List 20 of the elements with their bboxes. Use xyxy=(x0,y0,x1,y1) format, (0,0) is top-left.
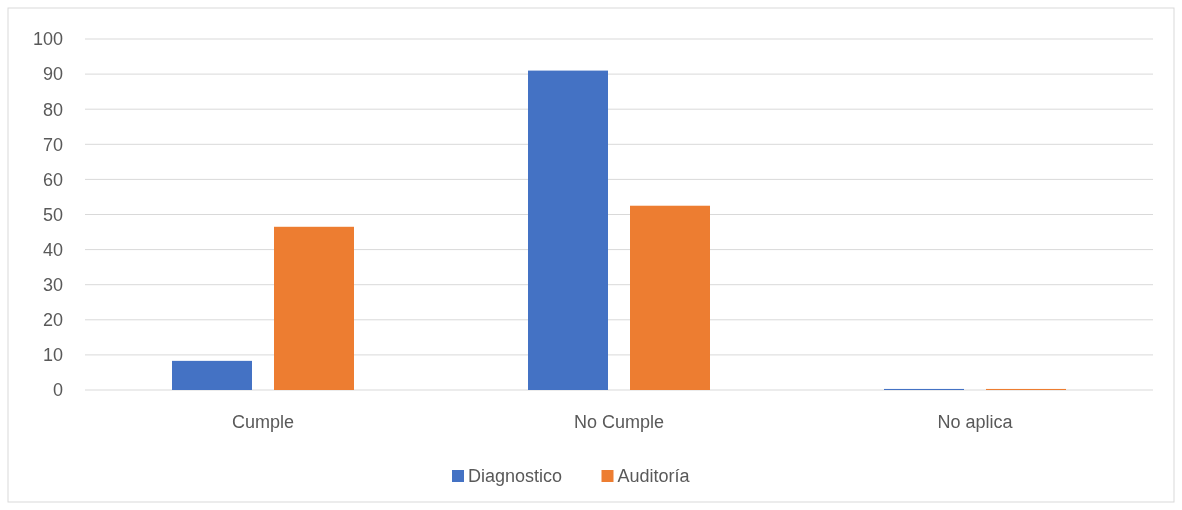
bar xyxy=(630,205,710,390)
x-tick-label: Cumple xyxy=(231,412,295,432)
legend-label: Diagnostico xyxy=(468,466,563,487)
y-tick-label: 90 xyxy=(42,64,63,85)
y-tick-label: 0 xyxy=(52,380,63,401)
bar xyxy=(172,360,252,390)
y-tick-label: 20 xyxy=(42,310,63,331)
y-tick-label: 60 xyxy=(42,169,63,190)
y-tick-label: 80 xyxy=(42,99,63,120)
y-tick-label: 30 xyxy=(42,275,63,295)
bar xyxy=(274,226,354,390)
y-tick-label: 10 xyxy=(42,345,63,366)
y-tick-label: 100 xyxy=(32,29,63,50)
legend-label: Auditoría xyxy=(617,466,691,487)
y-tick-label: 40 xyxy=(42,239,63,260)
x-tick-label: No Cumple xyxy=(573,412,665,432)
y-tick-label: 70 xyxy=(42,134,63,155)
y-tick-label: 50 xyxy=(42,204,63,225)
x-tick-label: No aplica xyxy=(937,412,1014,432)
bar xyxy=(528,70,608,390)
